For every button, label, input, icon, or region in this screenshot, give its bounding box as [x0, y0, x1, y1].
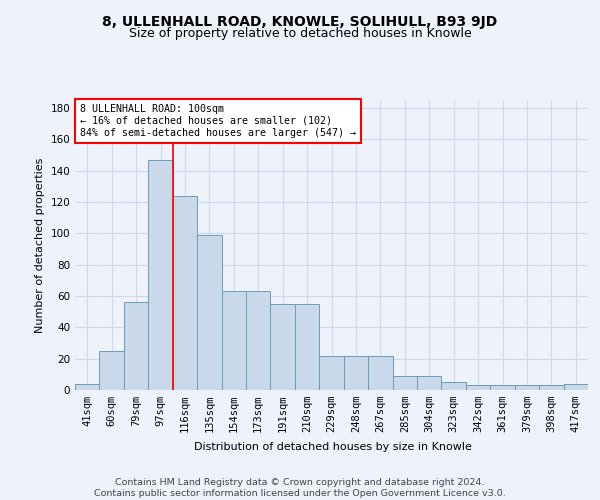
Bar — [392, 376, 417, 390]
Bar — [563, 384, 588, 390]
Y-axis label: Number of detached properties: Number of detached properties — [35, 158, 45, 332]
Bar — [490, 386, 515, 390]
Bar — [197, 235, 221, 390]
Bar — [368, 356, 392, 390]
Bar — [539, 386, 563, 390]
Bar — [173, 196, 197, 390]
Bar — [515, 386, 539, 390]
Bar — [319, 356, 344, 390]
Bar — [75, 384, 100, 390]
Bar — [466, 386, 490, 390]
Text: Size of property relative to detached houses in Knowle: Size of property relative to detached ho… — [128, 28, 472, 40]
Bar — [246, 291, 271, 390]
Bar — [221, 291, 246, 390]
Text: 8, ULLENHALL ROAD, KNOWLE, SOLIHULL, B93 9JD: 8, ULLENHALL ROAD, KNOWLE, SOLIHULL, B93… — [103, 15, 497, 29]
Bar — [124, 302, 148, 390]
Bar — [417, 376, 442, 390]
Bar — [344, 356, 368, 390]
Bar — [148, 160, 173, 390]
Text: Distribution of detached houses by size in Knowle: Distribution of detached houses by size … — [194, 442, 472, 452]
Text: Contains HM Land Registry data © Crown copyright and database right 2024.
Contai: Contains HM Land Registry data © Crown c… — [94, 478, 506, 498]
Bar — [442, 382, 466, 390]
Bar — [100, 351, 124, 390]
Bar — [271, 304, 295, 390]
Bar — [295, 304, 319, 390]
Text: 8 ULLENHALL ROAD: 100sqm
← 16% of detached houses are smaller (102)
84% of semi-: 8 ULLENHALL ROAD: 100sqm ← 16% of detach… — [80, 104, 356, 138]
